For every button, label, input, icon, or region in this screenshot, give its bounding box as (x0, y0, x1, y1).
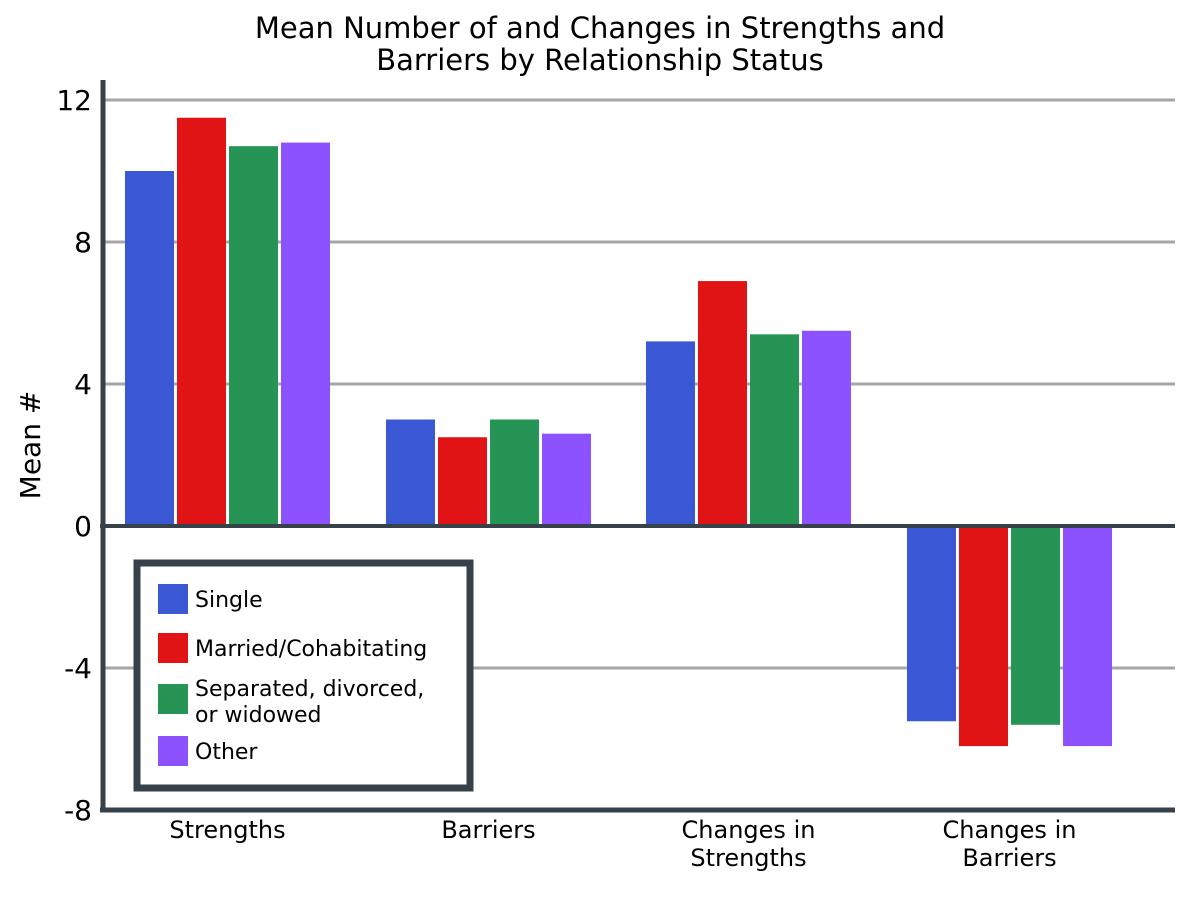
bar-single-1 (386, 419, 435, 526)
bar-other-2 (802, 330, 851, 526)
bar-married-cohabitating-2 (698, 281, 747, 526)
bar-separated-divorced-or-widowed-0 (229, 146, 278, 526)
x-category-labels: Strengths Barriers Changes inStrengthsChan… (169, 816, 1076, 872)
legend: Single Married/Cohabitating Separated, div… (133, 559, 474, 792)
legend-label: Married/Cohabitating (195, 637, 427, 662)
x-category-label: Changes in (943, 816, 1077, 844)
bar-married-cohabitating-3 (959, 526, 1008, 747)
legend-label: or widowed (195, 703, 322, 728)
chart-title-line: Barriers by Relationship Status (376, 43, 824, 77)
bar-other-3 (1063, 526, 1112, 747)
legend-swatch (158, 633, 188, 663)
bars (125, 117, 1112, 747)
x-category-label: Strengths (690, 844, 806, 872)
y-tick-label: 12 (56, 84, 92, 117)
y-tick-label: -4 (64, 652, 92, 685)
axes (100, 80, 1175, 813)
legend-label: Other (195, 740, 258, 765)
x-category-label: Strengths (169, 816, 285, 844)
legend-swatch (158, 584, 188, 614)
bar-separated-divorced-or-widowed-3 (1011, 526, 1060, 725)
bar-married-cohabitating-1 (438, 437, 487, 526)
y-axis-title-group: Mean # (14, 391, 47, 500)
chart-title-line: Mean Number of and Changes in Strengths … (255, 11, 945, 45)
bar-separated-divorced-or-widowed-1 (490, 419, 539, 526)
bar-other-0 (281, 142, 330, 526)
bar-separated-divorced-or-widowed-2 (750, 334, 799, 526)
y-tick-label: 8 (74, 226, 92, 259)
bar-other-1 (542, 433, 591, 526)
y-tick-label: 0 (74, 510, 92, 543)
legend-label: Separated, divorced, (195, 677, 424, 702)
bar-single-3 (907, 526, 956, 722)
y-tick-label: -8 (64, 794, 92, 827)
chart-title: Mean Number of and Changes in Strengths … (255, 11, 945, 77)
legend-swatch (158, 736, 188, 766)
bar-married-cohabitating-0 (177, 117, 226, 526)
bar-single-2 (646, 341, 695, 526)
x-category-label: Changes in (682, 816, 816, 844)
legend-box (133, 559, 474, 792)
y-axis-title: Mean # (14, 391, 47, 500)
y-tick-labels: 12 8 4 0 -4 -8 (56, 84, 92, 827)
x-category-label: Barriers (962, 844, 1056, 872)
legend-swatch (158, 684, 188, 714)
legend-label: Single (195, 588, 263, 613)
x-category-label: Barriers (441, 816, 535, 844)
y-tick-label: 4 (74, 368, 92, 401)
bar-single-0 (125, 171, 174, 526)
